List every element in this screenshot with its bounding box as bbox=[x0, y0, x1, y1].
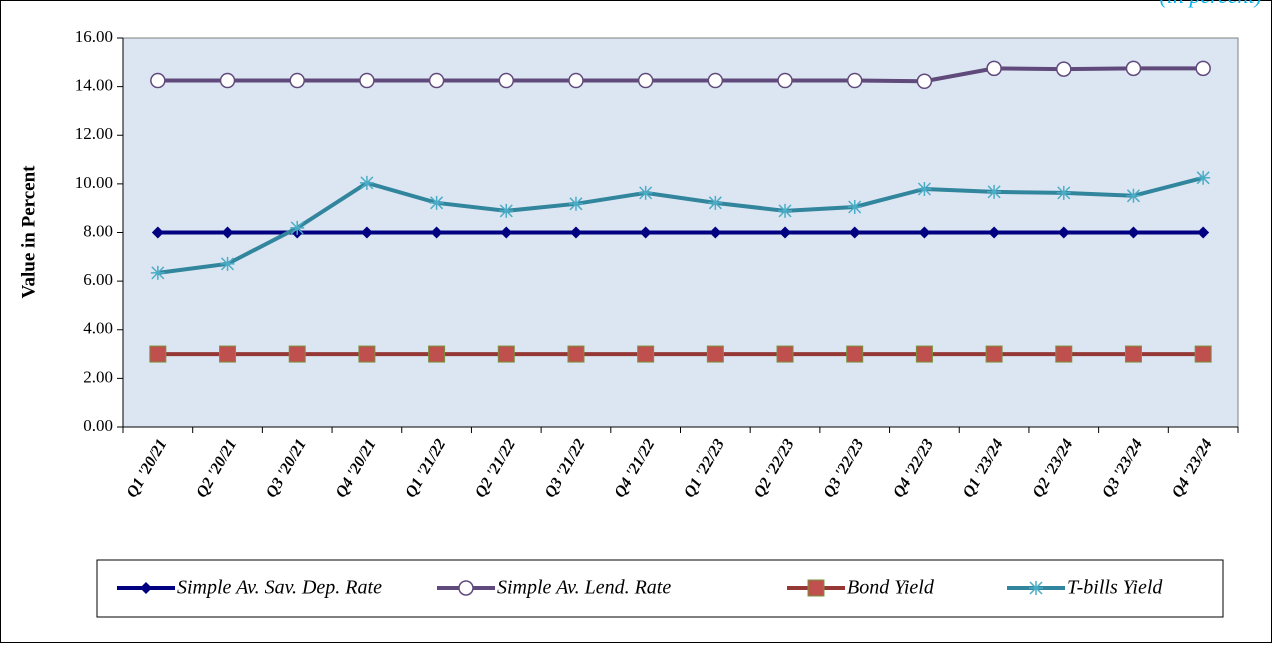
subtitle: (in percent) bbox=[1160, 0, 1262, 8]
point bbox=[1127, 226, 1140, 239]
point bbox=[1197, 226, 1210, 239]
point bbox=[848, 226, 861, 239]
legend-label: T-bills Yield bbox=[1067, 577, 1163, 599]
point bbox=[1055, 345, 1073, 363]
point bbox=[988, 226, 1001, 239]
point bbox=[430, 226, 443, 239]
point bbox=[359, 72, 375, 89]
y-tick-label: 8.00 bbox=[83, 221, 113, 240]
point bbox=[846, 345, 864, 363]
point bbox=[500, 226, 513, 239]
legend-marker bbox=[458, 580, 474, 596]
point bbox=[567, 345, 585, 363]
point bbox=[360, 226, 373, 239]
legend-label: Simple Av. Sav. Dep. Rate bbox=[177, 577, 382, 599]
point bbox=[1195, 60, 1211, 77]
point bbox=[568, 72, 584, 89]
legend-label: Bond Yield bbox=[847, 577, 935, 599]
point bbox=[1125, 60, 1142, 77]
point bbox=[219, 345, 237, 363]
point bbox=[639, 226, 652, 239]
point bbox=[359, 175, 374, 190]
series-line bbox=[157, 66, 1204, 84]
series-line bbox=[157, 175, 1204, 275]
point bbox=[706, 345, 724, 363]
point bbox=[915, 345, 933, 363]
point bbox=[1057, 226, 1070, 239]
point bbox=[569, 226, 582, 239]
point bbox=[708, 195, 723, 210]
point bbox=[428, 72, 445, 89]
point bbox=[149, 345, 167, 363]
legend-label: Simple Av. Lend. Rate bbox=[497, 577, 671, 599]
point bbox=[429, 195, 444, 210]
point bbox=[150, 265, 165, 280]
point bbox=[498, 72, 515, 89]
legend-marker bbox=[1029, 581, 1043, 595]
point bbox=[219, 72, 236, 89]
y-axis-title: Value in Percent bbox=[18, 165, 39, 299]
y-tick-label: 6.00 bbox=[83, 270, 113, 289]
point bbox=[987, 184, 1002, 199]
y-tick-label: 4.00 bbox=[83, 319, 113, 338]
point bbox=[1056, 185, 1071, 200]
point bbox=[638, 185, 653, 200]
point bbox=[709, 226, 722, 239]
point bbox=[288, 345, 306, 363]
point bbox=[499, 203, 514, 218]
point bbox=[289, 72, 305, 89]
point bbox=[776, 345, 794, 363]
y-tick-label: 12.00 bbox=[75, 124, 113, 143]
point bbox=[846, 72, 863, 89]
y-tick-label: 2.00 bbox=[83, 367, 113, 386]
y-tick-label: 10.00 bbox=[75, 173, 113, 192]
point bbox=[221, 226, 234, 239]
point bbox=[568, 196, 583, 211]
point bbox=[151, 226, 164, 239]
point bbox=[358, 345, 376, 363]
point bbox=[220, 256, 235, 271]
point bbox=[985, 345, 1003, 363]
point bbox=[1124, 345, 1142, 363]
point bbox=[917, 181, 932, 196]
point bbox=[779, 226, 792, 239]
point bbox=[497, 345, 515, 363]
point bbox=[778, 203, 793, 218]
point bbox=[986, 60, 1002, 77]
point bbox=[637, 72, 654, 89]
legend-marker bbox=[140, 582, 152, 594]
point bbox=[1126, 188, 1141, 203]
point bbox=[428, 345, 446, 363]
point bbox=[290, 220, 305, 235]
point bbox=[1056, 61, 1072, 77]
point bbox=[847, 199, 862, 214]
y-tick-label: 14.00 bbox=[75, 76, 113, 95]
legend-marker bbox=[807, 579, 825, 597]
point bbox=[918, 226, 931, 239]
point bbox=[637, 345, 655, 363]
point bbox=[777, 72, 793, 89]
y-tick-label: 0.00 bbox=[83, 416, 113, 435]
point bbox=[1196, 170, 1211, 185]
point bbox=[1194, 345, 1212, 363]
point bbox=[150, 72, 166, 89]
point bbox=[707, 72, 724, 89]
y-tick-label: 16.00 bbox=[75, 27, 113, 46]
point bbox=[916, 73, 933, 90]
